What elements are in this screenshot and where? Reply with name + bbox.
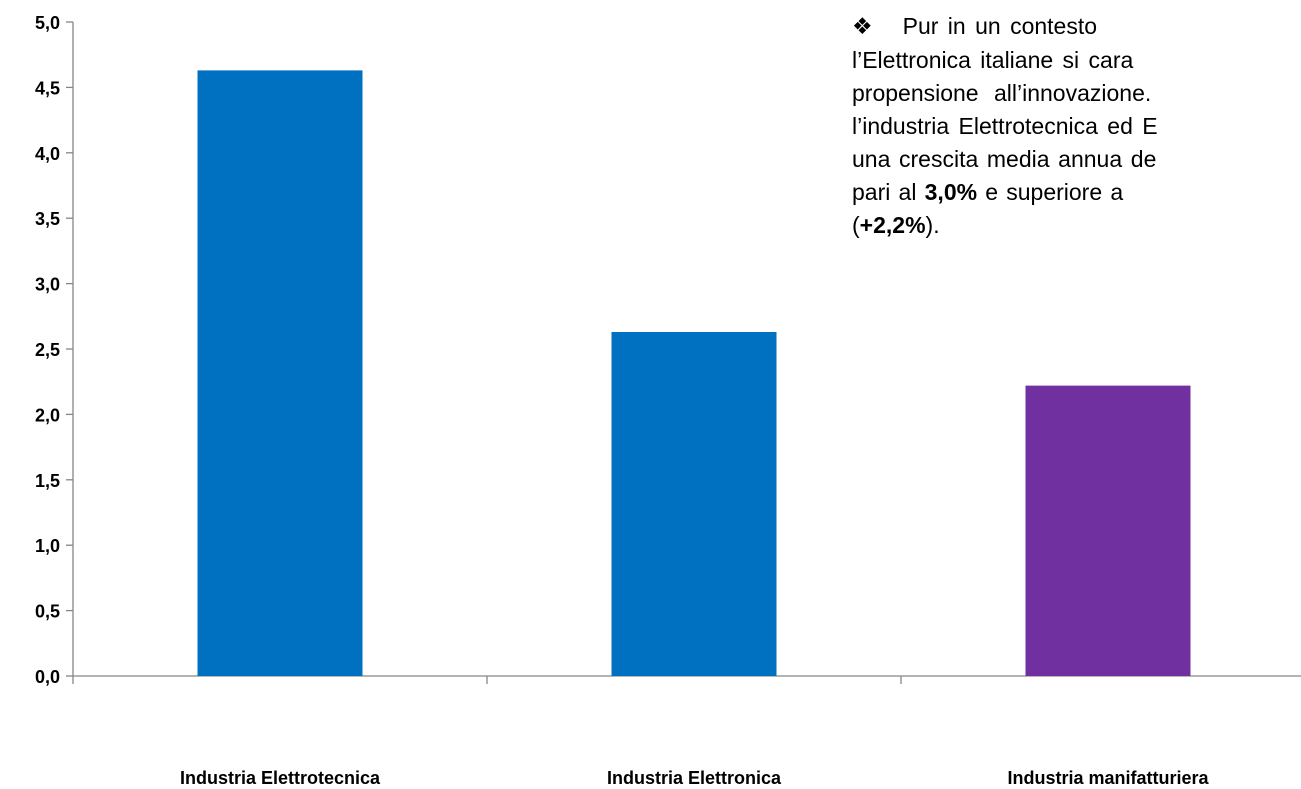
y-tick-label: 4,5 [35, 78, 60, 98]
annotation-segment: propensione all’innovazione. [852, 80, 1152, 106]
bar [611, 331, 777, 676]
annotation-line: (+2,2%). [852, 209, 1301, 242]
y-tick-label: 5,0 [35, 13, 60, 33]
y-tick-label: 2,5 [35, 340, 60, 360]
y-axis: 0,0 0,5 1,0 1,5 2,0 2,5 3,0 3,5 4,0 4,5 5,0 [35, 13, 74, 687]
annotation-text: ❖ Pur in un contesto l’Elettronica italian… [852, 10, 1301, 242]
annotation-highlight: +2,2% [859, 212, 926, 238]
annotation-line: pari al 3,0% e superiore a [852, 176, 1301, 209]
category-label: Industria Elettrotecnica [180, 768, 381, 788]
bar [197, 70, 363, 677]
annotation-line: una crescita media annua de [852, 143, 1301, 176]
annotation-segment: e superiore a [977, 179, 1124, 205]
bullet-icon: ❖ [852, 14, 873, 40]
y-tick-label: 1,0 [35, 536, 60, 556]
annotation-line: ❖ Pur in un contesto [852, 10, 1301, 44]
annotation-segment: l’industria Elettrotecnica ed E [852, 113, 1158, 139]
bars [197, 70, 1191, 677]
y-tick-label: 3,5 [35, 209, 60, 229]
y-tick-label: 1,5 [35, 471, 60, 491]
bar [1025, 385, 1191, 676]
annotation-segment: ( [852, 212, 860, 238]
y-tick-label: 3,0 [35, 275, 60, 295]
category-label: Industria manifatturiera [1007, 768, 1209, 788]
category-labels: Industria Elettrotecnica Industria Elettr… [180, 768, 1210, 788]
category-label: Industria Elettronica [607, 768, 782, 788]
annotation-segment: una crescita media annua de [852, 146, 1157, 172]
annotation-highlight: 3,0% [924, 179, 978, 205]
annotation-segment: Pur in un contesto [902, 13, 1098, 39]
y-tick-label: 0,5 [35, 602, 60, 622]
annotation-segment: pari al [852, 179, 925, 205]
annotation-line: l’Elettronica italiane si cara [852, 44, 1301, 77]
annotation-line: l’industria Elettrotecnica ed E [852, 110, 1301, 143]
x-axis [72, 675, 1301, 684]
annotation-line: propensione all’innovazione. [852, 77, 1301, 110]
y-tick-label: 4,0 [35, 144, 60, 164]
annotation-segment: ). [925, 212, 940, 238]
y-tick-label: 0,0 [35, 667, 60, 687]
y-tick-label: 2,0 [35, 405, 60, 425]
annotation-segment: l’Elettronica italiane si cara [852, 47, 1134, 73]
